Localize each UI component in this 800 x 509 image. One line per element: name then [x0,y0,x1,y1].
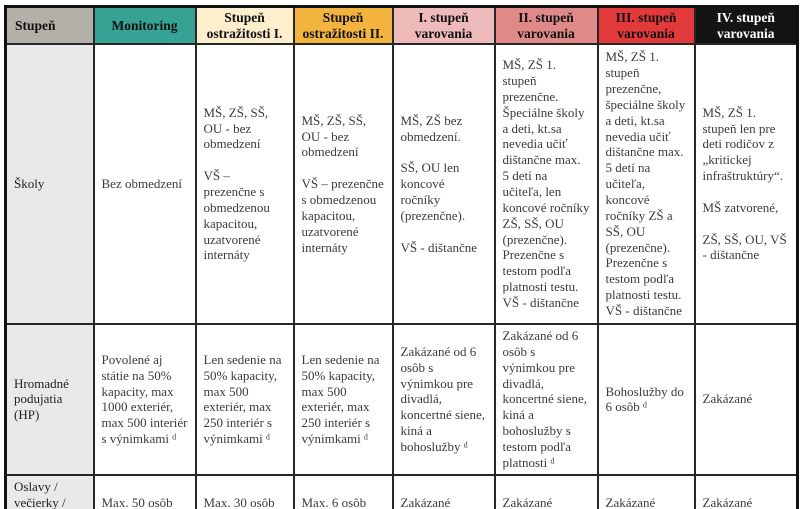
row-header-oslavy: Oslavy / večierky / svadby / kary [4,473,95,509]
table-cell: Max. 30 osôb [194,473,295,509]
table-row-oslavy: Oslavy / večierky / svadby / kary Max. 5… [4,473,799,509]
row-header-hromadne-podujatia: Hromadné podujatia (HP) [4,323,95,476]
table-cell: MŠ, ZŠ 1. stupeň prezenčne. Špeciálne šk… [493,43,599,326]
table-cell: Zakázané [596,473,696,509]
column-header-stupen: Stupeň [4,5,95,46]
table-cell: Len sedenie na 50% kapacity, max 500 ext… [194,323,295,476]
column-header-ostrazitosti-1: Stupeň ostražitosti I. [194,5,295,46]
table-cell: Max. 50 osôb [92,473,197,509]
table-cell: MŠ, ZŠ 1. stupeň len pre deti rodičov z … [693,43,799,326]
table-cell: MŠ, ZŠ, SŠ, OU - bez obmedzení VŠ – prez… [194,43,295,326]
column-header-ostrazitosti-2: Stupeň ostražitosti II. [292,5,394,46]
table-cell: Povolené aj státie na 50% kapacity, max … [92,323,197,476]
column-header-varovania-1: I. stupeň varovania [391,5,496,46]
column-header-varovania-2: II. stupeň varovania [493,5,599,46]
column-header-varovania-4: IV. stupeň varovania [693,5,799,46]
table-cell: Zakázané [693,323,799,476]
restrictions-table: Stupeň Monitoring Stupeň ostražitosti I.… [4,5,799,509]
table-cell: MŠ, ZŠ 1. stupeň prezenčne, špeciálne šk… [596,43,696,326]
table-row-skoly: Školy Bez obmedzení MŠ, ZŠ, SŠ, OU - bez… [4,43,799,326]
table-row-hromadne-podujatia: Hromadné podujatia (HP) Povolené aj stát… [4,323,799,476]
table-cell: Bohoslužby do 6 osôb ᵈ [596,323,696,476]
table-cell: Zakázané od 6 osôb s výnimkou pre divadl… [391,323,496,476]
column-header-monitoring: Monitoring [92,5,197,46]
table-cell: MŠ, ZŠ bez obmedzení. SŠ, OU len koncové… [391,43,496,326]
table-cell: Zakázané [693,473,799,509]
header-row: Stupeň Monitoring Stupeň ostražitosti I.… [4,5,799,46]
table-cell: Zakázané [391,473,496,509]
row-header-skoly: Školy [4,43,95,326]
table-cell: Len sedenie na 50% kapacity, max 500 ext… [292,323,394,476]
column-header-varovania-3: III. stupeň varovania [596,5,696,46]
table-cell: Zakázané [493,473,599,509]
table-cell: Zakázané od 6 osôb s výnimkou pre divadl… [493,323,599,476]
table-cell: MŠ, ZŠ, SŠ, OU - bez obmedzení VŠ – prez… [292,43,394,326]
table-cell: Max. 6 osôb [292,473,394,509]
table-cell: Bez obmedzení [92,43,197,326]
